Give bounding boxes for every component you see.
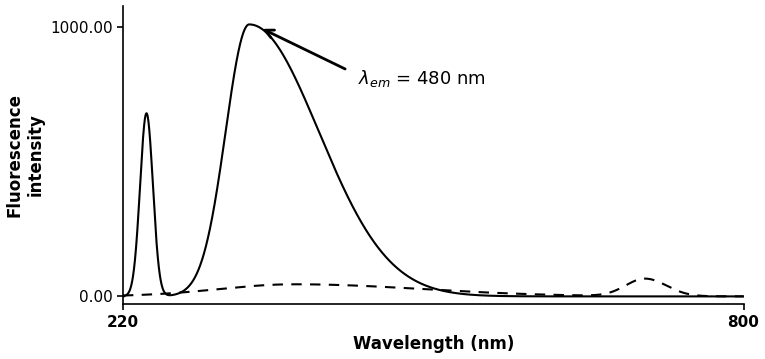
Text: $\lambda_{em}$ = 480 nm: $\lambda_{em}$ = 480 nm bbox=[358, 67, 487, 89]
Y-axis label: Fluorescence
intensity: Fluorescence intensity bbox=[5, 93, 44, 217]
X-axis label: Wavelength (nm): Wavelength (nm) bbox=[353, 335, 514, 354]
